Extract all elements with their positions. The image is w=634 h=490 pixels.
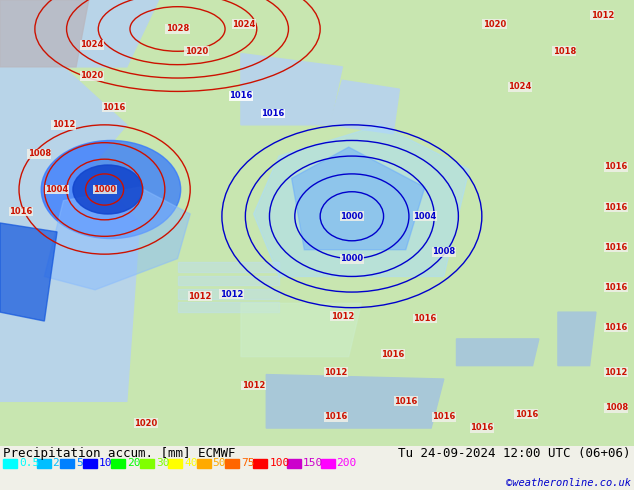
Bar [225, 459, 239, 468]
Polygon shape [254, 125, 469, 276]
Text: 50: 50 [212, 459, 226, 468]
Text: 1016: 1016 [394, 396, 417, 406]
Text: 1016: 1016 [604, 323, 628, 332]
Text: 1000: 1000 [340, 254, 363, 263]
Text: 1016: 1016 [413, 314, 436, 323]
Text: 1024: 1024 [233, 20, 256, 29]
Polygon shape [44, 187, 190, 290]
Text: 1008: 1008 [432, 247, 455, 256]
Text: 75: 75 [241, 459, 254, 468]
Text: 1004: 1004 [413, 212, 436, 221]
Polygon shape [241, 303, 361, 357]
Bar [112, 459, 126, 468]
Text: 100: 100 [269, 459, 290, 468]
Polygon shape [456, 339, 539, 366]
Text: 1016: 1016 [325, 412, 347, 421]
Bar [140, 459, 154, 468]
Text: Precipitation accum. [mm] ECMWF: Precipitation accum. [mm] ECMWF [3, 447, 235, 460]
Polygon shape [0, 0, 89, 67]
Text: 1016: 1016 [604, 283, 628, 292]
Text: 30: 30 [156, 459, 169, 468]
Text: 1016: 1016 [230, 91, 252, 100]
Text: 1012: 1012 [188, 292, 211, 301]
Polygon shape [178, 289, 279, 299]
Text: 1008: 1008 [28, 149, 51, 158]
Text: 1012: 1012 [331, 312, 354, 321]
Circle shape [41, 141, 181, 239]
Polygon shape [292, 147, 425, 250]
Text: 1016: 1016 [432, 412, 455, 421]
Text: 1028: 1028 [166, 24, 189, 33]
Text: 1004: 1004 [46, 185, 68, 194]
Text: 2: 2 [53, 459, 60, 468]
Text: 1016: 1016 [604, 202, 628, 212]
Bar [168, 459, 182, 468]
Polygon shape [178, 302, 279, 312]
Polygon shape [178, 275, 279, 285]
Bar [37, 459, 51, 468]
Text: Tu 24-09-2024 12:00 UTC (06+06): Tu 24-09-2024 12:00 UTC (06+06) [399, 447, 631, 460]
Text: 1016: 1016 [604, 163, 628, 172]
Text: 1012: 1012 [52, 121, 75, 129]
Text: 40: 40 [184, 459, 198, 468]
Text: 1012: 1012 [220, 290, 243, 299]
Bar [83, 459, 97, 468]
Polygon shape [0, 0, 158, 67]
Text: 150: 150 [303, 459, 323, 468]
Text: 1012: 1012 [604, 368, 628, 376]
Text: 200: 200 [337, 459, 357, 468]
Text: 1020: 1020 [134, 419, 157, 428]
Text: ©weatheronline.co.uk: ©weatheronline.co.uk [506, 478, 631, 488]
Bar [60, 459, 74, 468]
Text: 20: 20 [127, 459, 141, 468]
Text: 1016: 1016 [604, 243, 628, 252]
Bar [3, 459, 17, 468]
Text: 1012: 1012 [325, 368, 347, 376]
Text: 5: 5 [76, 459, 82, 468]
Text: 1012: 1012 [591, 11, 614, 20]
Polygon shape [0, 223, 57, 321]
Text: 1016: 1016 [515, 410, 538, 419]
Text: 1008: 1008 [605, 403, 628, 412]
Text: 1020: 1020 [81, 72, 103, 80]
Bar [321, 459, 335, 468]
Text: 1016: 1016 [261, 109, 284, 118]
Text: 1000: 1000 [93, 185, 116, 194]
Circle shape [73, 165, 143, 214]
Text: 1016: 1016 [382, 350, 404, 359]
Bar [254, 459, 268, 468]
Polygon shape [558, 312, 596, 366]
Bar [287, 459, 301, 468]
Text: 1024: 1024 [81, 40, 103, 49]
Text: 0.5: 0.5 [19, 459, 39, 468]
Polygon shape [178, 262, 279, 272]
Text: 1000: 1000 [340, 212, 363, 221]
Text: 1020: 1020 [483, 20, 506, 29]
Text: 1012: 1012 [242, 381, 265, 390]
Text: 10: 10 [99, 459, 112, 468]
Text: 1024: 1024 [508, 82, 531, 91]
Polygon shape [241, 53, 342, 125]
Polygon shape [0, 170, 139, 401]
Text: 1016: 1016 [10, 207, 33, 216]
Text: 1016: 1016 [103, 102, 126, 112]
Text: 1018: 1018 [553, 47, 576, 55]
Polygon shape [330, 80, 399, 134]
Bar [197, 459, 210, 468]
Polygon shape [0, 67, 127, 170]
Text: 1020: 1020 [185, 47, 208, 55]
Text: 1016: 1016 [470, 423, 493, 432]
Polygon shape [266, 374, 444, 428]
